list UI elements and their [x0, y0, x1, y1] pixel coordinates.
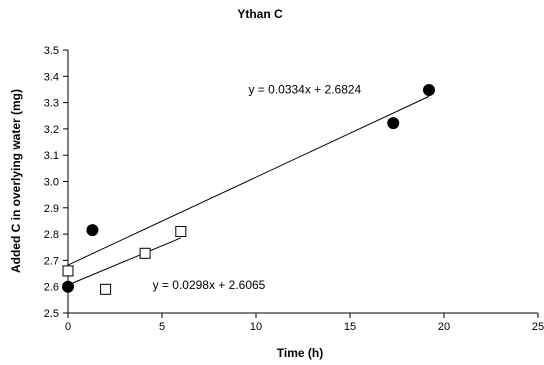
y-tick-label: 3.3 [44, 98, 59, 110]
data-point-square [62, 265, 74, 277]
chart-title: Ythan C [237, 7, 283, 21]
data-point-circle [422, 83, 435, 96]
y-tick-label: 3.0 [44, 177, 59, 189]
y-axis-title: Added C in overlying water (mg) [9, 89, 23, 273]
x-tick-label: 25 [532, 321, 544, 333]
y-tick-label: 2.8 [44, 229, 59, 241]
data-point-square [100, 283, 112, 295]
y-tick-label: 3.2 [44, 124, 59, 136]
trendline-2 [67, 237, 181, 286]
y-tick-label: 3.4 [44, 71, 59, 83]
data-point-square [139, 247, 151, 259]
x-axis-title: Time (h) [277, 346, 323, 360]
data-point-circle [387, 117, 400, 130]
y-tick-label: 3.1 [44, 150, 59, 162]
x-tick-label: 20 [438, 321, 450, 333]
x-tick-label: 5 [159, 321, 165, 333]
trendline-equation: y = 0.0298x + 2.6065 [153, 278, 266, 292]
y-tick-label: 2.5 [44, 308, 59, 320]
data-point-circle [62, 280, 74, 293]
x-tick-label: 15 [344, 321, 356, 333]
y-tick-label: 2.7 [44, 255, 59, 267]
trendline-1 [67, 95, 430, 266]
trendline-equation: y = 0.0334x + 2.6824 [248, 82, 361, 96]
y-tick-label: 2.9 [44, 203, 59, 215]
data-point-square [175, 225, 187, 237]
y-tick-label: 3.5 [44, 45, 59, 57]
x-tick-label: 10 [250, 321, 262, 333]
plot-area: 0 5 10 15 20 25 2.5 2.6 2.7 2.8 2.9 3.0 3.1 3.2 3.3 3.4… [44, 45, 544, 333]
x-tick-label: 0 [65, 321, 71, 333]
data-point-circle [86, 224, 99, 237]
y-tick-label: 2.6 [44, 282, 59, 294]
